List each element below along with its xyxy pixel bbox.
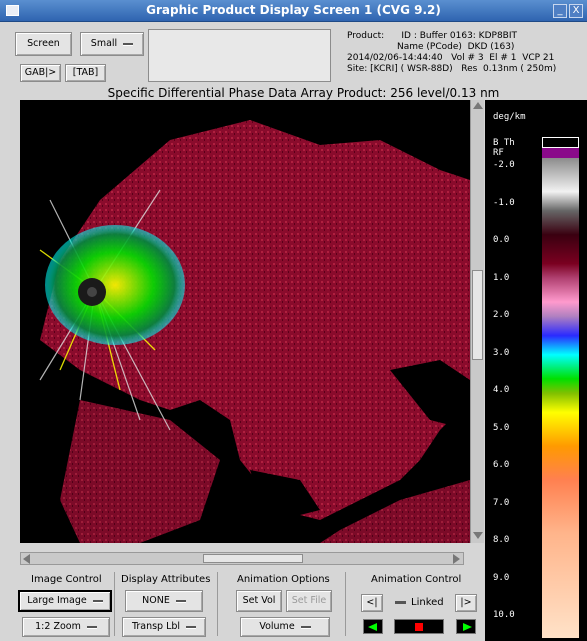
- play-reverse-icon: [368, 623, 377, 631]
- screen-size-value: Small: [90, 38, 118, 49]
- product-id-line: Product: ID : Buffer 0163: KDP8BIT: [347, 31, 517, 41]
- play-forward-button[interactable]: [456, 619, 476, 634]
- divider: [114, 572, 115, 636]
- legend-rf-swatch: [542, 148, 579, 158]
- legend-tick-label: 10.0: [493, 610, 515, 620]
- message-area: [148, 29, 331, 82]
- zoom-value: 1:2 Zoom: [35, 621, 81, 632]
- product-name-line: Name (PCode) DKD (163): [397, 42, 515, 52]
- vertical-scroll-thumb[interactable]: [472, 270, 483, 360]
- linked-toggle[interactable]: Linked: [395, 597, 444, 608]
- screen-size-select[interactable]: Small: [80, 32, 144, 56]
- stop-icon: [415, 623, 423, 631]
- scroll-left-icon[interactable]: [23, 554, 30, 564]
- tab-button[interactable]: [TAB]: [65, 64, 106, 82]
- vertical-scrollbar[interactable]: [470, 100, 484, 543]
- window-menu-icon[interactable]: [6, 5, 19, 16]
- display-attributes-heading: Display Attributes: [121, 574, 211, 585]
- play-reverse-button[interactable]: [363, 619, 383, 634]
- legend-tick-label: 7.0: [493, 497, 510, 508]
- window-title: Graphic Product Display Screen 1 (CVG 9.…: [146, 3, 441, 17]
- step-forward-button[interactable]: |>: [455, 594, 477, 612]
- product-site-line: Site: [KCRI] ( WSR-88D) Res 0.13nm ( 250…: [347, 64, 557, 74]
- scroll-down-icon[interactable]: [473, 532, 483, 539]
- legend-tick-label: 2.0: [493, 310, 510, 320]
- close-button[interactable]: X: [569, 4, 583, 18]
- animation-control-heading: Animation Control: [371, 574, 462, 585]
- legend-tick-label: -1.0: [493, 197, 515, 208]
- legend-tick-label: 5.0: [493, 422, 510, 433]
- legend-tick-label: 0.0: [493, 235, 510, 245]
- label-select[interactable]: Transp Lbl: [122, 617, 206, 637]
- image-size-value: Large Image: [27, 595, 87, 606]
- horizontal-scroll-thumb[interactable]: [203, 554, 303, 563]
- legend-code-bth: B Th: [493, 138, 515, 148]
- legend-color-bar: [542, 158, 579, 638]
- stop-button[interactable]: [394, 619, 444, 634]
- legend-tick-label: 3.0: [493, 347, 510, 358]
- label-value: Transp Lbl: [131, 621, 181, 632]
- play-forward-icon: [463, 623, 472, 631]
- horizontal-scrollbar[interactable]: [20, 552, 464, 565]
- scroll-up-icon[interactable]: [473, 102, 483, 109]
- legend-tick-label: 1.0: [493, 272, 510, 283]
- set-file-button[interactable]: Set File: [286, 590, 332, 612]
- screen-button[interactable]: Screen: [15, 32, 72, 56]
- linked-checkbox-icon: [395, 600, 406, 604]
- legend-code-rf: RF: [493, 148, 504, 158]
- animation-mode-select[interactable]: Volume: [240, 617, 330, 637]
- image-control-heading: Image Control: [31, 574, 102, 585]
- radar-display: [20, 100, 470, 543]
- radar-image[interactable]: [20, 100, 470, 543]
- set-vol-button[interactable]: Set Vol: [236, 590, 282, 612]
- linked-label: Linked: [411, 597, 444, 608]
- legend-bth-swatch: [542, 137, 579, 148]
- legend-unit: deg/km: [493, 112, 526, 122]
- display-attributes-select[interactable]: NONE: [125, 590, 203, 612]
- legend-tick-label: 9.0: [493, 572, 510, 583]
- step-back-button[interactable]: <|: [361, 594, 383, 612]
- product-time-line: 2014/02/06-14:44:40 Vol # 3 El # 1 VCP 2…: [347, 53, 555, 63]
- display-attributes-value: NONE: [142, 595, 170, 606]
- legend-tick-label: 6.0: [493, 460, 510, 470]
- legend-tick-label: 8.0: [493, 535, 510, 545]
- divider: [345, 572, 346, 636]
- zoom-select[interactable]: 1:2 Zoom: [22, 617, 110, 637]
- legend-tick-label: 4.0: [493, 385, 510, 395]
- gab-button[interactable]: GAB|>: [20, 64, 61, 82]
- scroll-right-icon[interactable]: [453, 554, 460, 564]
- minimize-button[interactable]: _: [553, 4, 567, 18]
- animation-mode-value: Volume: [259, 621, 295, 632]
- image-size-select[interactable]: Large Image: [18, 590, 112, 612]
- animation-options-heading: Animation Options: [237, 574, 330, 585]
- title-bar: Graphic Product Display Screen 1 (CVG 9.…: [0, 0, 587, 22]
- divider: [217, 572, 218, 636]
- product-title: Specific Differential Phase Data Array P…: [107, 86, 500, 100]
- legend-tick-label: -2.0: [493, 160, 515, 170]
